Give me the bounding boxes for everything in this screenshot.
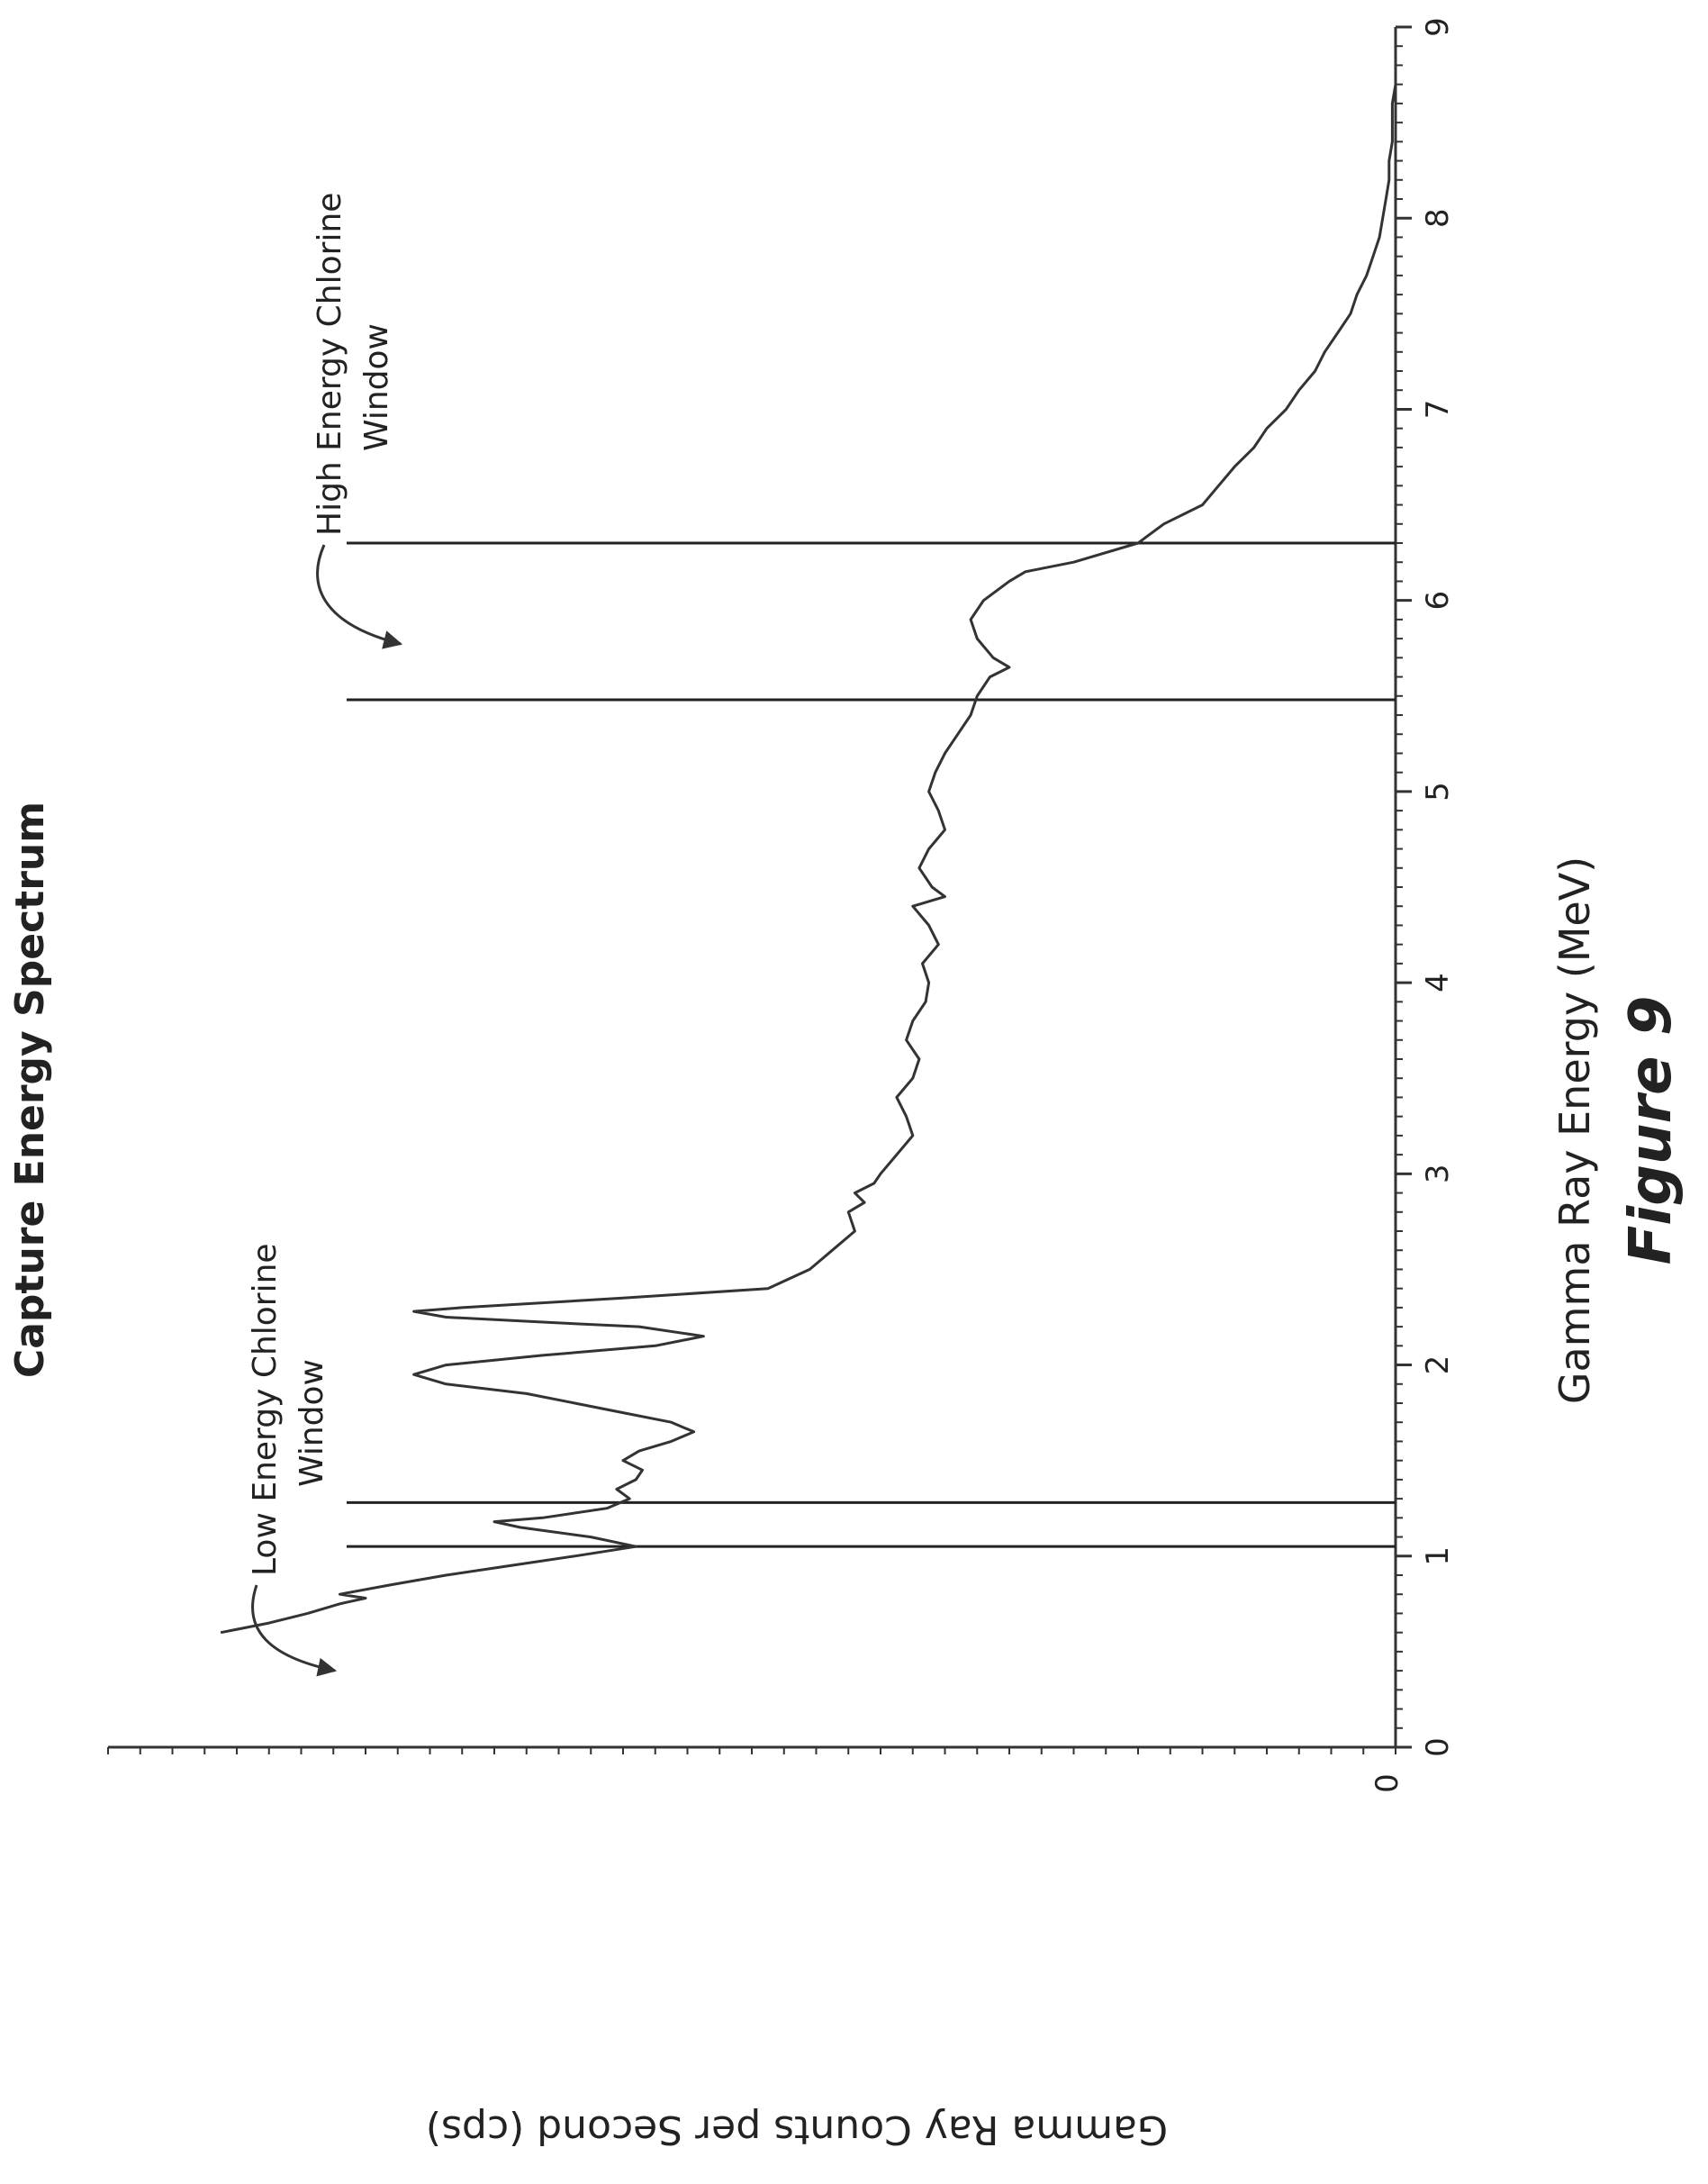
high-window-label-line1: High Energy Chlorine: [312, 193, 348, 536]
x-tick-label: 1: [1420, 1546, 1456, 1566]
high-window-label-line2: Window: [358, 323, 395, 451]
x-tick-label: 3: [1420, 1164, 1456, 1184]
low-window-label-line1: Low Energy Chlorine: [247, 1243, 284, 1576]
chart-title: Capture Energy Spectrum: [7, 802, 53, 1378]
x-tick-label: 5: [1420, 782, 1456, 802]
x-tick-labels: 0 1 2 3 4 5 6 7 8 9: [1396, 17, 1456, 1757]
low-window-label-line2: Window: [294, 1359, 330, 1487]
x-tick-label: 0: [1420, 1737, 1456, 1757]
x-axis-label: Gamma Ray Energy (MeV): [1550, 856, 1599, 1404]
x-tick-label: 8: [1420, 208, 1456, 228]
x-tick-label: 7: [1420, 400, 1456, 420]
high-window-arrow-icon: [316, 544, 403, 649]
minor-ticks: [107, 26, 1403, 1754]
x-tick-label: 6: [1420, 591, 1456, 611]
y-tick-labels: 0: [1369, 1773, 1405, 1793]
x-tick-label: 4: [1420, 973, 1456, 992]
y-axis-label: Gamma Ray Counts per Second (cps): [426, 2107, 1168, 2152]
chlorine-window-lines: [347, 541, 1396, 1548]
low-window-arrow-icon: [251, 1584, 338, 1677]
plot-area: 0 1 2 3 4 5 6 7 8 9 0: [107, 17, 1456, 1793]
figure-caption: Figure 9: [1618, 996, 1685, 1265]
x-tick-label: 9: [1420, 17, 1456, 37]
y-tick-label: 0: [1369, 1773, 1405, 1793]
spectrum-line: [220, 65, 1397, 1635]
x-tick-label: 2: [1420, 1355, 1456, 1375]
figure-labels: Capture Energy Spectrum Gamma Ray Energy…: [7, 193, 1685, 2152]
